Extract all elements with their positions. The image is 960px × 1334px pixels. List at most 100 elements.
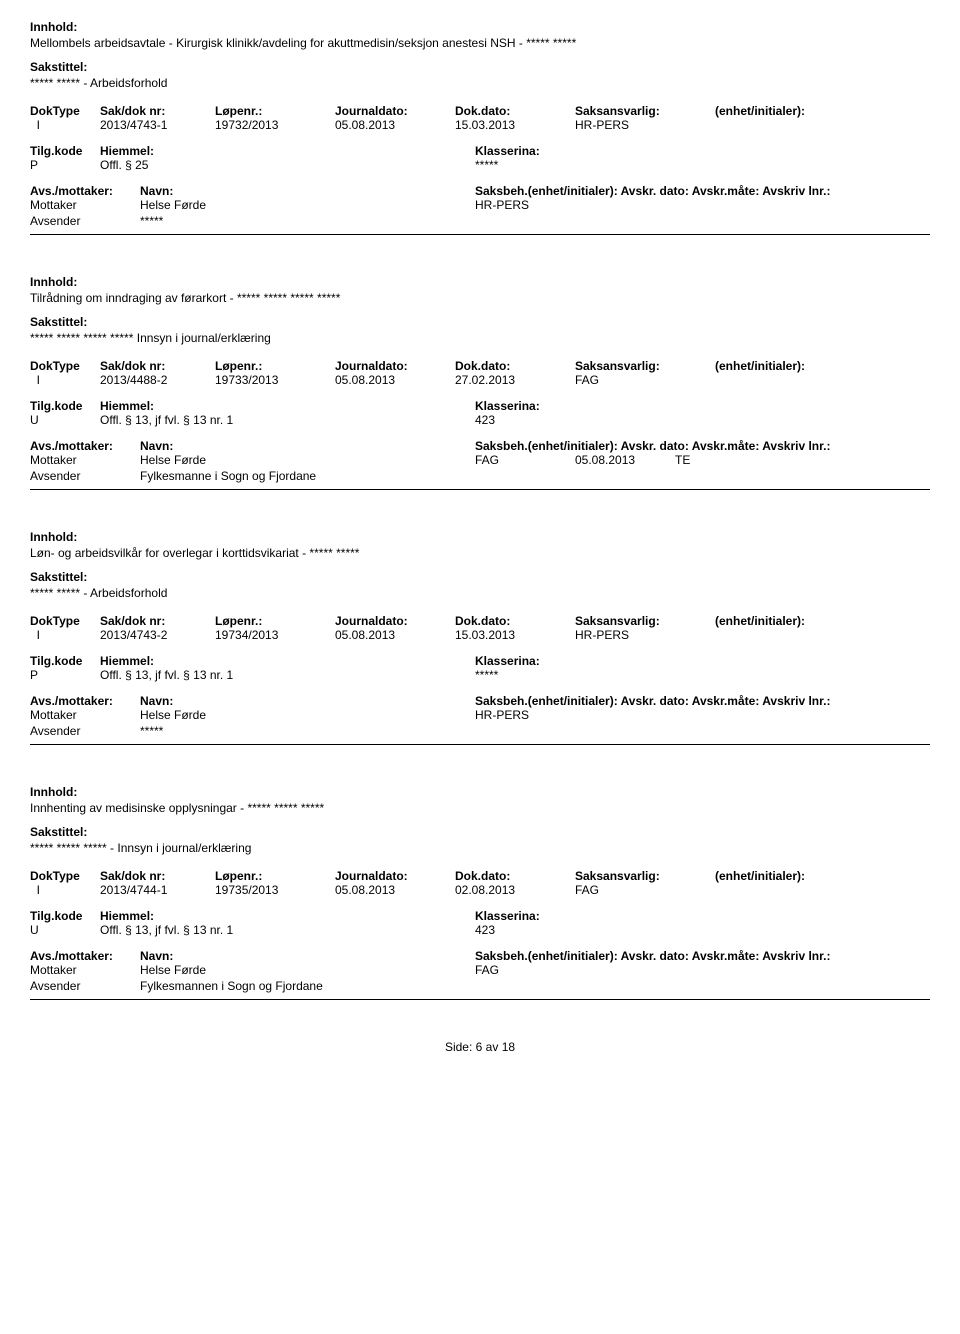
col-sakdoknr-header: Sak/dok nr: xyxy=(100,359,215,373)
col-saksansvarlig-header: Saksansvarlig: xyxy=(575,869,715,883)
avsender-navn: Fylkesmanne i Sogn og Fjordane xyxy=(140,469,475,483)
mottaker-saksbeh: FAG xyxy=(475,453,575,467)
col-dokdato-header: Dok.dato: xyxy=(455,104,575,118)
col-enhetinitialer-header: (enhet/initialer): xyxy=(715,869,930,883)
enhetinitialer-value xyxy=(715,883,930,897)
klassering-value: 423 xyxy=(475,923,930,937)
mottaker-saksbeh: HR-PERS xyxy=(475,198,575,212)
col-hjemmel-header: Hiemmel: xyxy=(100,399,475,413)
doktype-value: I xyxy=(30,883,100,897)
tilg-header-row: Tilg.kode Hiemmel: Klasserina: xyxy=(30,399,930,413)
dokdato-value: 15.03.2013 xyxy=(455,118,575,132)
tilg-data-row: P Offl. § 25 ***** xyxy=(30,158,930,172)
mottaker-label: Mottaker xyxy=(30,708,140,722)
sakstittel-label: Sakstittel: xyxy=(30,60,930,74)
mottaker-row: Mottaker Helse Førde FAG 05.08.2013 TE xyxy=(30,453,930,467)
col-klassering-header: Klasserina: xyxy=(475,144,930,158)
tilg-header-row: Tilg.kode Hiemmel: Klasserina: xyxy=(30,654,930,668)
avs-header-row: Avs./mottaker: Navn: Saksbeh.(enhet/init… xyxy=(30,184,930,198)
innhold-text: Mellombels arbeidsavtale - Kirurgisk kli… xyxy=(30,36,930,50)
col-navn-header: Navn: xyxy=(140,439,475,453)
journaldato-value: 05.08.2013 xyxy=(335,628,455,642)
sakstittel-label: Sakstittel: xyxy=(30,825,930,839)
journal-record: Innhold: Innhenting av medisinske opplys… xyxy=(30,785,930,1000)
main-header-row: DokType Sak/dok nr: Løpenr.: Journaldato… xyxy=(30,359,930,373)
doktype-value: I xyxy=(30,118,100,132)
record-separator xyxy=(30,234,930,235)
journaldato-value: 05.08.2013 xyxy=(335,883,455,897)
saksansvarlig-value: HR-PERS xyxy=(575,628,715,642)
col-journaldato-header: Journaldato: xyxy=(335,614,455,628)
sakdoknr-value: 2013/4743-2 xyxy=(100,628,215,642)
avsender-row: Avsender ***** xyxy=(30,214,930,228)
footer-page-sep: av xyxy=(486,1040,499,1054)
innhold-label: Innhold: xyxy=(30,275,930,289)
col-avsmottaker-header: Avs./mottaker: xyxy=(30,184,140,198)
col-navn-header: Navn: xyxy=(140,949,475,963)
col-tilgkode-header: Tilg.kode xyxy=(30,654,100,668)
tilg-header-row: Tilg.kode Hiemmel: Klasserina: xyxy=(30,144,930,158)
col-klassering-header: Klasserina: xyxy=(475,654,930,668)
mottaker-avskrdato: 05.08.2013 xyxy=(575,453,675,467)
mottaker-avskrdato xyxy=(575,708,675,722)
footer-side-label: Side: xyxy=(445,1040,472,1054)
col-doktype-header: DokType xyxy=(30,359,100,373)
mottaker-navn: Helse Førde xyxy=(140,198,475,212)
col-tilgkode-header: Tilg.kode xyxy=(30,909,100,923)
col-lopenr-header: Løpenr.: xyxy=(215,614,335,628)
tilgkode-value: U xyxy=(30,923,100,937)
innhold-text: Løn- og arbeidsvilkår for overlegar i ko… xyxy=(30,546,930,560)
journal-record: Innhold: Løn- og arbeidsvilkår for overl… xyxy=(30,530,930,745)
journal-record: Innhold: Mellombels arbeidsavtale - Kiru… xyxy=(30,20,930,235)
dokdato-value: 27.02.2013 xyxy=(455,373,575,387)
klassering-value: 423 xyxy=(475,413,930,427)
col-journaldato-header: Journaldato: xyxy=(335,104,455,118)
lopenr-value: 19733/2013 xyxy=(215,373,335,387)
saksansvarlig-value: FAG xyxy=(575,373,715,387)
record-separator xyxy=(30,999,930,1000)
col-hjemmel-header: Hiemmel: xyxy=(100,654,475,668)
mottaker-avskrdato xyxy=(575,198,675,212)
col-saksbeh-full-header: Saksbeh.(enhet/initialer): Avskr. dato: … xyxy=(475,439,930,453)
hjemmel-value: Offl. § 13, jf fvl. § 13 nr. 1 xyxy=(100,413,475,427)
mottaker-avskrmate xyxy=(675,708,775,722)
col-tilgkode-header: Tilg.kode xyxy=(30,144,100,158)
main-data-row: I 2013/4743-2 19734/2013 05.08.2013 15.0… xyxy=(30,628,930,642)
mottaker-avskrmate: TE xyxy=(675,453,775,467)
lopenr-value: 19732/2013 xyxy=(215,118,335,132)
avsender-label: Avsender xyxy=(30,979,140,993)
mottaker-row: Mottaker Helse Førde FAG xyxy=(30,963,930,977)
tilg-data-row: U Offl. § 13, jf fvl. § 13 nr. 1 423 xyxy=(30,923,930,937)
mottaker-label: Mottaker xyxy=(30,453,140,467)
page-footer: Side: 6 av 18 xyxy=(30,1040,930,1054)
innhold-label: Innhold: xyxy=(30,530,930,544)
avsender-row: Avsender ***** xyxy=(30,724,930,738)
tilgkode-value: P xyxy=(30,668,100,682)
dokdato-value: 02.08.2013 xyxy=(455,883,575,897)
enhetinitialer-value xyxy=(715,628,930,642)
sakstittel-label: Sakstittel: xyxy=(30,315,930,329)
innhold-text: Innhenting av medisinske opplysningar - … xyxy=(30,801,930,815)
mottaker-row: Mottaker Helse Førde HR-PERS xyxy=(30,198,930,212)
col-saksansvarlig-header: Saksansvarlig: xyxy=(575,614,715,628)
col-doktype-header: DokType xyxy=(30,869,100,883)
record-separator xyxy=(30,744,930,745)
col-tilgkode-header: Tilg.kode xyxy=(30,399,100,413)
col-dokdato-header: Dok.dato: xyxy=(455,869,575,883)
sakdoknr-value: 2013/4488-2 xyxy=(100,373,215,387)
col-saksbeh-full-header: Saksbeh.(enhet/initialer): Avskr. dato: … xyxy=(475,949,930,963)
journaldato-value: 05.08.2013 xyxy=(335,373,455,387)
avsender-label: Avsender xyxy=(30,724,140,738)
record-separator xyxy=(30,489,930,490)
avsender-label: Avsender xyxy=(30,214,140,228)
tilg-header-row: Tilg.kode Hiemmel: Klasserina: xyxy=(30,909,930,923)
main-header-row: DokType Sak/dok nr: Løpenr.: Journaldato… xyxy=(30,614,930,628)
mottaker-saksbeh: HR-PERS xyxy=(475,708,575,722)
sakdoknr-value: 2013/4744-1 xyxy=(100,883,215,897)
col-navn-header: Navn: xyxy=(140,184,475,198)
col-enhetinitialer-header: (enhet/initialer): xyxy=(715,614,930,628)
col-doktype-header: DokType xyxy=(30,104,100,118)
innhold-label: Innhold: xyxy=(30,785,930,799)
dokdato-value: 15.03.2013 xyxy=(455,628,575,642)
mottaker-avskrmate xyxy=(675,963,775,977)
